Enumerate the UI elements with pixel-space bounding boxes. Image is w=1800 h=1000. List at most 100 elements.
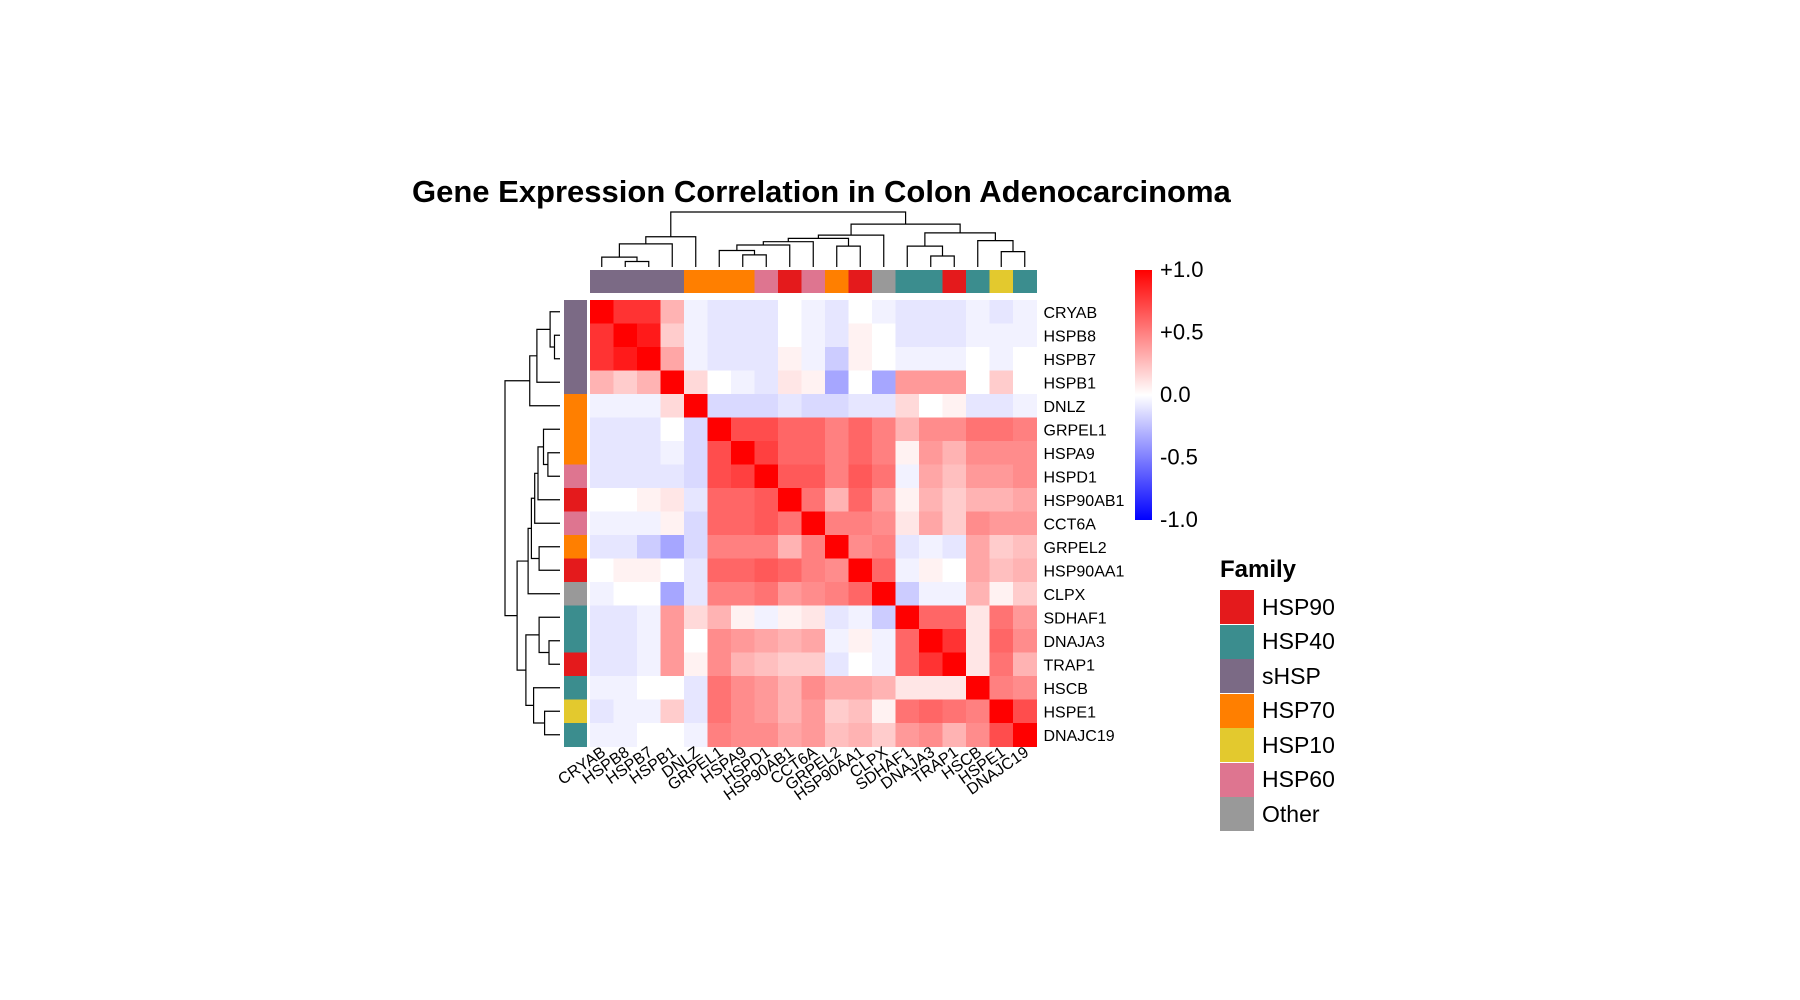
top-annotation-cell — [684, 270, 708, 293]
heatmap-cell — [966, 652, 990, 677]
dendrogram-branch — [924, 232, 996, 247]
dendrogram-branch — [553, 334, 560, 360]
top-dendrogram — [601, 211, 1026, 267]
heatmap-cell — [848, 441, 873, 465]
heatmap-cell — [942, 558, 967, 583]
heatmap-cell — [637, 347, 661, 371]
legend-item: HSP40 — [1220, 624, 1335, 659]
left-dendrogram — [504, 311, 560, 736]
left-annotation-cell — [564, 441, 587, 465]
heatmap-cell — [637, 676, 661, 700]
heatmap-cell — [872, 488, 896, 512]
heatmap-cell — [989, 535, 1014, 559]
heatmap-cell — [942, 370, 967, 395]
heatmap-cell — [590, 488, 614, 512]
heatmap-cell — [637, 699, 661, 724]
heatmap-cell — [966, 441, 990, 465]
heatmap-cell — [660, 417, 685, 442]
heatmap-cell — [707, 605, 732, 630]
heatmap-cell — [919, 511, 943, 536]
heatmap-cell — [754, 488, 779, 512]
heatmap-cell — [590, 582, 614, 606]
left-annotation-cell — [564, 723, 587, 747]
heatmap-cell — [660, 300, 685, 324]
heatmap-cell — [754, 300, 779, 324]
heatmap-cell — [660, 676, 685, 700]
heatmap-cell — [942, 511, 967, 536]
dendrogram-branch — [542, 428, 560, 466]
heatmap-cell — [613, 488, 638, 512]
heatmap-cell — [895, 652, 920, 677]
heatmap-cell — [966, 370, 990, 395]
legend-swatch — [1220, 590, 1254, 624]
heatmap-cell — [895, 370, 920, 395]
legend-title: Family — [1220, 556, 1297, 583]
heatmap-cell — [613, 511, 638, 536]
heatmap-cell — [919, 441, 943, 465]
colorbar-tick-label: +0.5 — [1160, 320, 1203, 345]
heatmap-cell — [731, 300, 755, 324]
heatmap-cell — [754, 699, 779, 724]
left-annotation-cell — [564, 652, 587, 677]
heatmap-cell — [613, 347, 638, 371]
heatmap-cell — [637, 652, 661, 677]
heatmap-cell — [825, 488, 849, 512]
heatmap-cell — [872, 370, 896, 395]
heatmap-cell — [613, 300, 638, 324]
heatmap-cell — [707, 394, 732, 418]
dendrogram-branch — [624, 260, 650, 267]
top-annotation-cell — [989, 270, 1014, 293]
heatmap-cell — [966, 676, 990, 700]
heatmap-cell — [919, 652, 943, 677]
top-annotation-cell — [707, 270, 732, 293]
dendrogram-branch — [742, 254, 767, 267]
heatmap-cell — [942, 652, 967, 677]
heatmap-cell — [825, 699, 849, 724]
heatmap-cell — [1013, 394, 1037, 418]
heatmap-cell — [637, 323, 661, 348]
heatmap-cell — [966, 558, 990, 583]
heatmap-cell — [613, 582, 638, 606]
heatmap-cell — [895, 394, 920, 418]
legend-item: HSP90 — [1220, 590, 1335, 624]
dendrogram-branch — [548, 640, 560, 665]
heatmap-cell — [754, 511, 779, 536]
heatmap-cell — [801, 511, 826, 536]
heatmap-cell — [754, 652, 779, 677]
heatmap-cell — [919, 488, 943, 512]
heatmap-cell — [590, 370, 614, 395]
heatmap-cell — [872, 558, 896, 583]
column-labels: CRYABHSPB8HSPB7HSPB1DNLZGRPEL1HSPA9HSPD1… — [555, 744, 1032, 805]
top-annotation-cell — [613, 270, 638, 293]
heatmap-cell — [731, 347, 755, 371]
heatmap-cell — [778, 652, 802, 677]
left-annotation-cell — [564, 394, 587, 418]
dendrogram-branch — [544, 710, 560, 736]
left-annotation-cell — [564, 699, 587, 724]
top-annotation-cell — [590, 270, 614, 293]
legend-item: HSP10 — [1220, 728, 1335, 762]
heatmap-cell — [801, 605, 826, 630]
heatmap-cell — [684, 535, 708, 559]
heatmap-cell — [801, 300, 826, 324]
heatmap-cell — [848, 582, 873, 606]
dendrogram-branch — [977, 240, 1014, 267]
dendrogram-branch — [504, 380, 530, 617]
dendrogram-branch — [718, 249, 756, 267]
heatmap-cell — [989, 417, 1014, 442]
heatmap-cell — [919, 464, 943, 489]
left-annotation-cell — [564, 417, 587, 442]
row-label: TRAP1 — [1044, 657, 1096, 674]
colorbar-tick-label: 0.0 — [1160, 382, 1191, 407]
row-label: HSPD1 — [1044, 469, 1097, 486]
row-label: HSPE1 — [1044, 704, 1097, 721]
heatmap-cell — [590, 394, 614, 418]
heatmap-cell — [895, 300, 920, 324]
heatmap-cell — [895, 582, 920, 606]
legend-label: HSP40 — [1262, 628, 1335, 654]
row-label: GRPEL2 — [1044, 540, 1107, 557]
heatmap-cell — [872, 652, 896, 677]
heatmap-cell — [966, 347, 990, 371]
row-label: DNAJC19 — [1044, 728, 1115, 745]
legend-swatch — [1220, 762, 1254, 797]
